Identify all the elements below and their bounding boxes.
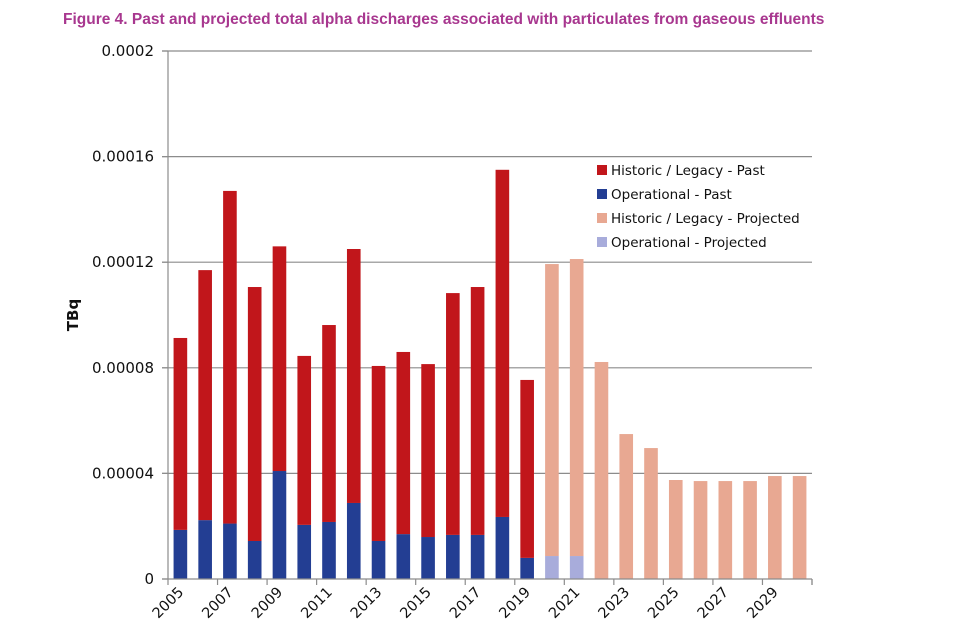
x-tick-label: 2005 <box>150 585 187 622</box>
bar-historic-legacy-past-2013 <box>371 365 386 541</box>
x-tick-label: 2015 <box>397 585 434 622</box>
bar-historic-legacy-past-2018 <box>495 169 510 517</box>
bar-operational-past-2014 <box>396 534 411 579</box>
legend-label: Operational - Past <box>611 187 732 203</box>
bar-operational-projected-2021 <box>569 556 584 579</box>
bar-operational-past-2007 <box>223 523 237 579</box>
bar-historic-legacy-past-2007 <box>223 190 237 524</box>
bar-historic-legacy-past-2015 <box>421 364 435 538</box>
legend-swatch <box>597 189 607 199</box>
legend-label: Historic / Legacy - Past <box>611 163 765 179</box>
bar-operational-past-2008 <box>247 540 262 579</box>
x-tick-label: 2021 <box>546 585 583 622</box>
x-tick-label: 2027 <box>695 585 732 622</box>
bar-historic-legacy-past-2010 <box>297 355 312 525</box>
axes <box>162 50 813 585</box>
bar-operational-past-2010 <box>297 524 312 579</box>
bar-operational-past-2011 <box>322 521 336 579</box>
bar-historic-legacy-past-2017 <box>470 287 485 535</box>
bar-historic-legacy-past-2005 <box>173 337 188 530</box>
bar-historic-legacy-projected-2029 <box>768 476 782 579</box>
y-tick-label: 0.00004 <box>92 464 154 482</box>
bar-historic-legacy-projected-2020 <box>545 264 559 557</box>
bar-historic-legacy-projected-2023 <box>619 434 634 579</box>
bar-historic-legacy-past-2012 <box>346 249 361 503</box>
legend-item: Operational - Projected <box>597 235 767 251</box>
x-tick-label: 2007 <box>199 585 236 622</box>
bar-historic-legacy-projected-2026 <box>693 481 708 579</box>
x-tick-label: 2017 <box>447 585 484 622</box>
bar-historic-legacy-projected-2028 <box>743 481 757 579</box>
bar-historic-legacy-past-2009 <box>272 246 287 472</box>
x-tick-label: 2029 <box>744 585 781 622</box>
legend-label: Operational - Projected <box>611 235 767 251</box>
bar-historic-legacy-projected-2022 <box>594 361 609 579</box>
bar-historic-legacy-past-2019 <box>520 379 534 558</box>
y-axis-label: TBq <box>64 299 82 331</box>
bar-historic-legacy-projected-2030 <box>792 476 807 579</box>
x-tick-label: 2019 <box>497 585 534 622</box>
y-tick-label: 0.00012 <box>92 253 154 271</box>
y-tick-label: 0.0002 <box>102 42 155 60</box>
bar-historic-legacy-past-2008 <box>247 287 262 541</box>
x-tick-label: 2025 <box>645 585 682 622</box>
bar-historic-legacy-past-2006 <box>198 270 212 521</box>
bar-historic-legacy-past-2016 <box>446 293 460 535</box>
bar-operational-past-2015 <box>421 537 435 579</box>
x-tick-label: 2011 <box>298 585 335 622</box>
y-tick-label: 0 <box>144 570 154 588</box>
bar-operational-past-2016 <box>446 534 460 579</box>
legend-item: Historic / Legacy - Past <box>597 163 765 179</box>
legend-swatch <box>597 165 607 175</box>
y-tick-labels: 0 0.00004 0.00008 0.00012 0.00016 0.0002 <box>92 42 154 588</box>
x-tick-label: 2013 <box>348 585 385 622</box>
bars <box>173 169 807 579</box>
bar-operational-past-2019 <box>520 557 534 579</box>
bar-historic-legacy-past-2011 <box>322 325 336 522</box>
bar-operational-past-2013 <box>371 540 386 579</box>
x-tick-label: 2009 <box>249 585 286 622</box>
bar-operational-projected-2020 <box>545 556 559 579</box>
gridlines <box>162 50 812 474</box>
y-tick-label: 0.00016 <box>92 148 154 166</box>
bar-operational-past-2017 <box>470 534 485 579</box>
bar-historic-legacy-projected-2027 <box>718 481 733 579</box>
bar-operational-past-2006 <box>198 520 212 579</box>
bar-historic-legacy-projected-2025 <box>668 480 683 579</box>
figure-title: Figure 4. Past and projected total alpha… <box>63 11 825 28</box>
bar-historic-legacy-projected-2024 <box>644 448 658 579</box>
legend-swatch <box>597 213 607 223</box>
bar-operational-past-2009 <box>272 471 287 579</box>
x-tick-labels: 2005 2007 2009 2011 2013 2015 2017 2019 2021 2023… <box>150 585 782 622</box>
x-tick-label: 2023 <box>596 585 633 622</box>
bar-historic-legacy-past-2014 <box>396 351 411 535</box>
legend-swatch <box>597 237 607 247</box>
y-tick-label: 0.00008 <box>92 359 154 377</box>
legend-item: Historic / Legacy - Projected <box>597 211 800 227</box>
bar-operational-past-2018 <box>495 516 510 579</box>
legend-label: Historic / Legacy - Projected <box>611 211 800 227</box>
bar-historic-legacy-projected-2021 <box>569 259 584 557</box>
bar-operational-past-2012 <box>346 502 361 579</box>
legend: Historic / Legacy - Past Operational - Pa… <box>597 163 800 251</box>
bar-operational-past-2005 <box>173 529 188 579</box>
legend-item: Operational - Past <box>597 187 732 203</box>
